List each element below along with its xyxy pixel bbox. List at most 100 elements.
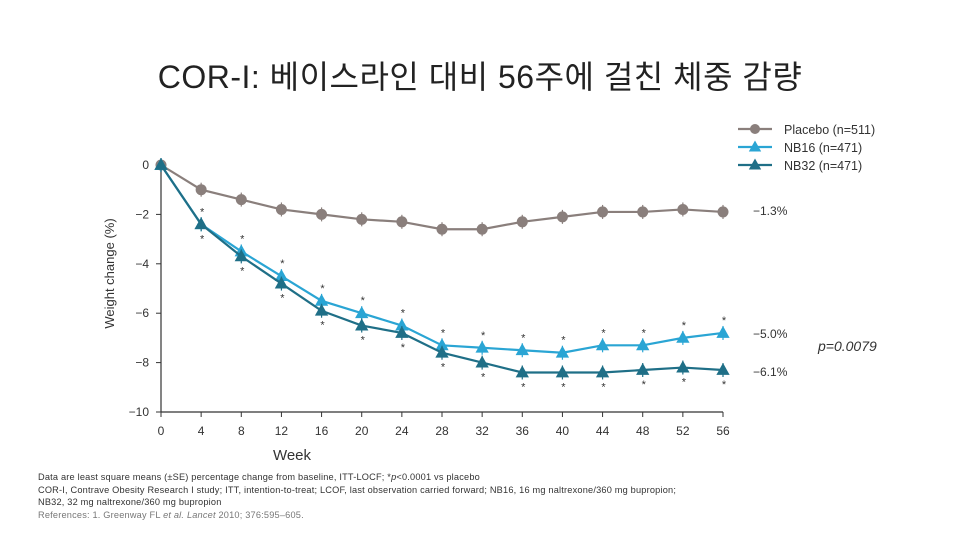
data-point (516, 216, 528, 228)
significance-star: * (682, 320, 687, 332)
data-point (637, 206, 649, 218)
significance-star: * (200, 233, 205, 245)
x-tick-label: 24 (395, 424, 409, 438)
significance-star: * (521, 332, 526, 344)
x-tick-label: 4 (198, 424, 205, 438)
data-point (314, 293, 329, 306)
data-point (194, 217, 208, 230)
page-title: COR-I: 베이스라인 대비 56주에 걸친 체중 감량 (157, 59, 803, 95)
significance-star: * (561, 381, 566, 393)
series-end-label: −6.1% (753, 365, 788, 379)
reference-journal: Lancet (184, 509, 216, 520)
significance-star: * (682, 377, 687, 389)
legend-label: Placebo (n=511) (784, 123, 875, 137)
reference-suffix: 2010; 376:595–605. (215, 509, 304, 520)
significance-star: * (601, 327, 606, 339)
significance-star: * (240, 233, 245, 245)
x-tick-label: 20 (355, 424, 369, 438)
x-tick-label: 16 (315, 424, 329, 438)
footnote: Data are least square means (±SE) percen… (38, 471, 938, 521)
significance-star: * (361, 295, 366, 307)
significance-star: * (200, 206, 205, 218)
data-point (636, 338, 650, 351)
legend-marker (748, 158, 762, 170)
significance-star: * (642, 379, 647, 391)
data-point (154, 158, 168, 170)
x-tick-label: 56 (716, 424, 730, 438)
y-tick-label: −10 (129, 405, 150, 419)
y-tick-label: −4 (135, 257, 149, 271)
data-point (235, 194, 247, 206)
data-point (676, 330, 690, 343)
x-tick-label: 44 (596, 424, 610, 438)
data-point (355, 318, 369, 331)
data-point (677, 203, 689, 215)
data-point (195, 184, 207, 196)
significance-star: * (521, 381, 526, 393)
significance-star: * (441, 327, 446, 339)
significance-star: * (722, 315, 727, 327)
y-tick-label: −8 (135, 356, 149, 370)
data-point (717, 206, 729, 218)
data-point (555, 365, 570, 378)
data-point (275, 203, 287, 215)
y-tick-label: −6 (135, 306, 149, 320)
data-point (274, 276, 289, 289)
x-tick-label: 36 (516, 424, 530, 438)
reference-etal: et al. (163, 509, 185, 520)
footnote-p-italic: p (391, 472, 397, 482)
data-point (274, 269, 289, 282)
x-tick-label: 40 (556, 424, 570, 438)
significance-star: * (441, 362, 446, 374)
x-axis-label: Week (273, 447, 312, 464)
data-point (555, 345, 570, 358)
significance-star: * (481, 330, 486, 342)
data-point (636, 363, 650, 375)
data-point (234, 249, 248, 262)
data-point (597, 206, 609, 218)
x-tick-label: 32 (475, 424, 489, 438)
series-end-label: −1.3% (753, 204, 788, 218)
p-value-annotation: p=0.0079 (817, 338, 877, 354)
footnote-line-1-suffix: <0.0001 vs placebo (396, 472, 480, 482)
footnote-line-1-prefix: Data are least square means (±SE) percen… (38, 472, 392, 482)
data-point (475, 355, 489, 368)
data-point (716, 363, 730, 375)
data-point (435, 338, 449, 351)
data-point (316, 208, 328, 220)
data-point (595, 338, 610, 351)
x-tick-label: 8 (238, 424, 245, 438)
data-point (595, 365, 610, 378)
data-point (515, 343, 529, 356)
y-tick-label: 0 (142, 158, 149, 172)
footnote-line-3: NB32, 32 mg naltrexone/360 mg bupropion (38, 497, 222, 507)
significance-star: * (320, 320, 325, 332)
x-tick-label: 12 (275, 424, 289, 438)
y-axis-label: Weight change (%) (102, 218, 117, 328)
data-point (515, 365, 529, 378)
reference-prefix: References: 1. Greenway FL (38, 509, 164, 520)
significance-star: * (361, 335, 366, 347)
significance-star: * (401, 308, 406, 320)
data-point (475, 340, 489, 353)
data-point (396, 216, 408, 228)
x-tick-label: 48 (636, 424, 650, 438)
significance-star: * (240, 265, 245, 277)
legend-label: NB32 (n=471) (784, 159, 862, 173)
x-tick-label: 0 (158, 424, 165, 438)
significance-star: * (280, 258, 285, 270)
data-point (395, 325, 409, 338)
significance-star: * (280, 293, 285, 305)
legend-label: NB16 (n=471) (784, 141, 862, 155)
significance-star: * (561, 335, 566, 347)
data-point (436, 223, 448, 235)
legend-marker (750, 124, 760, 134)
significance-star: * (642, 327, 647, 339)
significance-star: * (601, 381, 606, 393)
data-point (314, 303, 329, 316)
significance-star: * (722, 379, 727, 391)
footnote-reference: References: 1. Greenway FL et al. Lancet… (38, 509, 938, 522)
data-point (676, 360, 690, 373)
data-point (355, 306, 369, 319)
